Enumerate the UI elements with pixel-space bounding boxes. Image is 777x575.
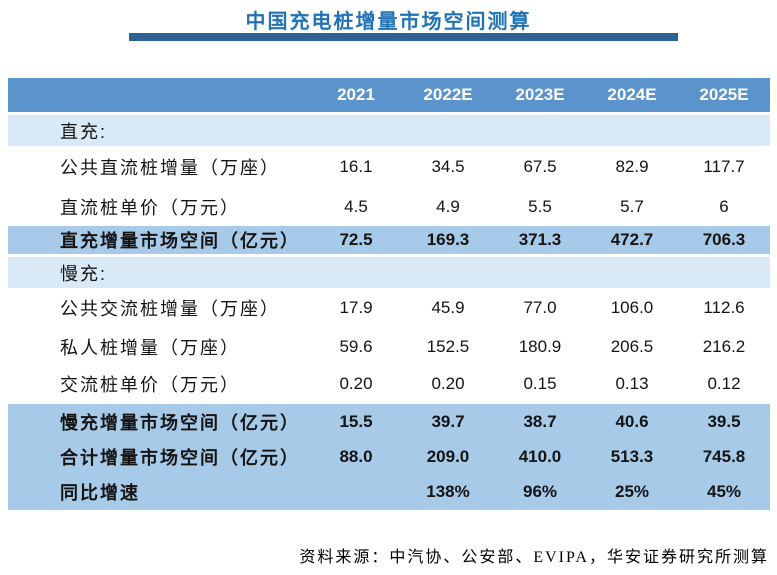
row-value: 0.15 [523, 374, 557, 393]
row-value: 5.7 [620, 197, 644, 216]
row-value: 59.6 [339, 337, 373, 356]
column-header: 2023E [515, 85, 565, 104]
table-row: 公共直流桩增量（万座） 16.1 34.5 67.5 82.9 117.7 [8, 146, 770, 188]
row-value: 17.9 [339, 298, 373, 317]
title-underline-bar [129, 33, 678, 41]
row-label: 直充增量市场空间（亿元） [60, 231, 300, 251]
row-value: 45% [706, 482, 742, 501]
row-value: 0.12 [707, 374, 741, 393]
row-value: 4.9 [436, 197, 460, 216]
row-value: 82.9 [615, 157, 649, 176]
row-value: 513.3 [610, 446, 654, 466]
row-value: 410.0 [518, 446, 562, 466]
row-value: 67.5 [523, 157, 557, 176]
table-row: 直充: [8, 115, 770, 146]
row-value: 706.3 [702, 230, 746, 249]
source-note: 资料来源：中汽协、公安部、EVIPA，华安证券研究所测算 [299, 549, 769, 566]
row-value: 0.20 [431, 374, 465, 393]
row-label: 交流桩单价（万元） [60, 375, 240, 395]
row-value: 472.7 [610, 230, 654, 249]
row-label: 公共交流桩增量（万座） [60, 299, 280, 319]
table-row: 合计增量市场空间（亿元） 88.0 209.0 410.0 513.3 745.… [8, 439, 770, 474]
column-header: 2021 [337, 85, 375, 104]
row-value: 45.9 [431, 298, 465, 317]
row-label: 合计增量市场空间（亿元） [60, 447, 300, 468]
row-value: 0.20 [339, 374, 373, 393]
row-value: 39.5 [707, 411, 741, 431]
table-row: 直流桩单价（万元） 4.5 4.9 5.5 5.7 6 [8, 188, 770, 226]
row-value: 117.7 [703, 157, 745, 176]
row-value: 112.6 [703, 298, 745, 317]
row-value: 96% [522, 482, 558, 501]
row-value: 40.6 [615, 411, 649, 431]
table-row: 同比增速 138% 96% 25% 45% [8, 474, 770, 510]
row-value: 6 [719, 197, 729, 216]
row-label: 直流桩单价（万元） [60, 198, 240, 218]
row-value: 15.5 [339, 411, 373, 431]
row-value: 4.5 [344, 197, 368, 216]
row-label: 慢充: [60, 263, 108, 284]
column-header: 2024E [607, 85, 657, 104]
row-value: 152.5 [426, 337, 470, 356]
market-space-table: 2021 2022E 2023E 2024E 2025E 直充: 公共直流桩增量… [8, 78, 770, 510]
row-value: 34.5 [431, 157, 465, 176]
row-label: 慢充增量市场空间（亿元） [60, 412, 300, 433]
table-header-row: 2021 2022E 2023E 2024E 2025E [8, 78, 770, 112]
table-row: 直充增量市场空间（亿元） 72.5 169.3 371.3 472.7 706.… [8, 226, 770, 254]
row-value: 77.0 [523, 298, 557, 317]
row-value: 745.8 [702, 446, 746, 466]
page-title: 中国充电桩增量市场空间测算 [245, 11, 532, 33]
row-value: 371.3 [518, 230, 562, 249]
row-value: 16.1 [339, 157, 373, 176]
row-label: 同比增速 [60, 483, 140, 503]
row-value: 0.13 [615, 374, 649, 393]
row-value: 72.5 [339, 230, 373, 249]
row-value: 106.0 [610, 298, 654, 317]
table-row: 慢充: [8, 257, 770, 288]
row-value: 138% [426, 482, 470, 501]
table-row: 慢充增量市场空间（亿元） 15.5 39.7 38.7 40.6 39.5 [8, 404, 770, 439]
row-value: 25% [614, 482, 650, 501]
row-value: 180.9 [518, 337, 562, 356]
row-label: 私人桩增量（万座） [60, 338, 240, 358]
row-label: 公共直流桩增量（万座） [60, 158, 280, 178]
row-value: 169.3 [426, 230, 470, 249]
table-row: 公共交流桩增量（万座） 17.9 45.9 77.0 106.0 112.6 [8, 288, 770, 328]
row-value: 38.7 [523, 411, 557, 431]
row-value: 5.5 [528, 197, 552, 216]
column-header: 2022E [423, 85, 473, 104]
row-value: 88.0 [339, 446, 373, 466]
table-row: 私人桩增量（万座） 59.6 152.5 180.9 206.5 216.2 [8, 328, 770, 366]
column-header: 2025E [699, 85, 749, 104]
row-value: 209.0 [426, 446, 470, 466]
table-row: 交流桩单价（万元） 0.20 0.20 0.15 0.13 0.12 [8, 366, 770, 402]
row-value: 216.2 [702, 337, 746, 356]
row-value: 206.5 [610, 337, 654, 356]
row-value: 39.7 [431, 411, 465, 431]
row-label: 直充: [60, 121, 108, 142]
